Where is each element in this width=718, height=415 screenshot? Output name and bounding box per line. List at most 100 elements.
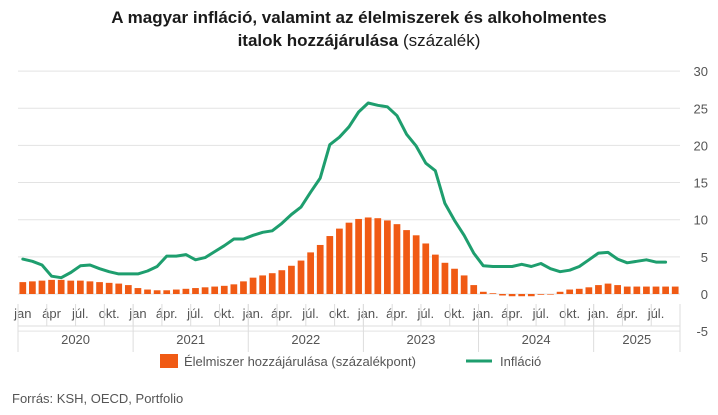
bar — [518, 294, 526, 297]
x-month-label: okt. — [214, 306, 235, 321]
bar — [585, 287, 593, 294]
x-month-label: jan. — [472, 306, 494, 321]
bar — [326, 236, 334, 294]
bar — [489, 293, 497, 294]
x-month-label: jan. — [242, 306, 264, 321]
bar — [240, 281, 247, 294]
bar — [57, 279, 65, 294]
bar — [451, 268, 458, 294]
bar — [249, 277, 257, 294]
bar — [115, 283, 123, 294]
title-line-1: A magyar infláció, valamint az élelmisze… — [111, 8, 607, 27]
bar — [336, 228, 343, 294]
x-year-label: 2022 — [291, 332, 320, 347]
bar — [153, 290, 161, 294]
x-month-label: júl. — [186, 306, 204, 321]
x-year-label: 2024 — [522, 332, 551, 347]
x-month-label: jan. — [357, 306, 379, 321]
bar — [364, 217, 372, 294]
bar — [288, 265, 295, 294]
y-tick-label: -5 — [696, 324, 708, 339]
title-line-2-unit: (százalék) — [402, 31, 481, 50]
bar — [19, 282, 27, 294]
x-year-label: 2023 — [406, 332, 435, 347]
x-month-label: ápr. — [271, 306, 293, 321]
bar — [307, 252, 314, 294]
x-month-label: ápr. — [501, 306, 523, 321]
bar — [595, 285, 602, 294]
x-month-label: okt. — [329, 306, 350, 321]
bar — [105, 282, 113, 294]
title-line-2-bold: italok hozzájárulása — [237, 31, 399, 50]
x-month-label: júl. — [71, 306, 89, 321]
bar — [614, 285, 621, 294]
bar — [230, 284, 238, 294]
bar — [393, 224, 401, 294]
y-tick-label: 5 — [701, 250, 708, 265]
bar — [374, 218, 382, 294]
bar — [537, 294, 545, 295]
bar — [460, 275, 468, 294]
bar — [527, 294, 535, 297]
bar — [86, 281, 94, 294]
y-tick-label: 25 — [694, 101, 708, 116]
bar — [643, 286, 650, 294]
chart-title: A magyar infláció, valamint az élelmisze… — [0, 6, 718, 52]
bar — [345, 222, 353, 294]
bar — [182, 288, 190, 294]
bar — [547, 294, 554, 295]
bar — [278, 270, 286, 294]
bar — [556, 291, 564, 294]
bar — [124, 285, 132, 294]
x-month-label: okt. — [559, 306, 580, 321]
x-month-label: júl. — [532, 306, 550, 321]
x-year-label: 2025 — [622, 332, 651, 347]
x-month-label: ápr — [42, 306, 61, 321]
bar — [508, 294, 516, 297]
bar — [499, 294, 506, 296]
bar — [604, 283, 612, 294]
bar — [652, 286, 660, 294]
x-month-label: jan. — [587, 306, 609, 321]
bar — [316, 244, 324, 294]
y-tick-label: 20 — [694, 138, 708, 153]
bar — [479, 291, 487, 294]
bar — [38, 280, 46, 294]
y-tick-label: 10 — [694, 213, 708, 228]
x-month-label: júl. — [647, 306, 665, 321]
x-month-label: jan — [13, 306, 31, 321]
bar — [77, 280, 84, 294]
bar — [412, 235, 420, 294]
bar — [134, 288, 142, 294]
y-tick-label: 15 — [694, 176, 708, 191]
bar — [470, 285, 478, 294]
x-month-label: ápr. — [386, 306, 408, 321]
bar — [623, 286, 631, 294]
bar — [220, 285, 228, 294]
bar — [384, 220, 391, 294]
bar — [201, 287, 209, 294]
bar — [67, 280, 75, 294]
bar — [268, 273, 276, 294]
x-month-label: ápr. — [156, 306, 178, 321]
title-line-2: italok hozzájárulása (százalék) — [0, 29, 718, 52]
bar — [259, 275, 267, 294]
inflation-line — [21, 101, 668, 280]
bar — [671, 286, 679, 294]
bar — [96, 282, 103, 294]
bar — [441, 262, 449, 294]
bar — [172, 289, 180, 294]
x-month-label: júl. — [301, 306, 319, 321]
bar — [297, 260, 305, 294]
bar — [192, 288, 199, 294]
x-year-label: 2021 — [176, 332, 205, 347]
bar — [48, 279, 55, 294]
bar — [144, 289, 151, 294]
bar — [422, 243, 430, 294]
source-note: Forrás: KSH, OECD, Portfolio — [12, 391, 184, 406]
bar — [575, 288, 583, 294]
bar — [211, 286, 219, 294]
y-tick-label: 0 — [701, 287, 708, 302]
bar — [29, 281, 36, 294]
